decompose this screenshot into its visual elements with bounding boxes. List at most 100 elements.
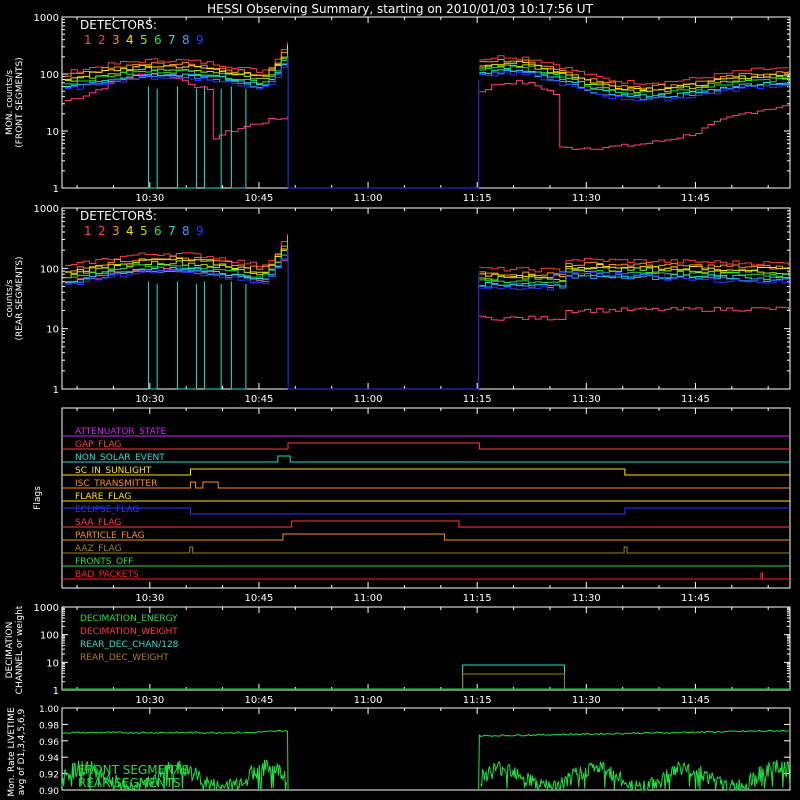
y-tick-label: 100 — [40, 70, 59, 81]
detector-number-3: 3 — [112, 33, 120, 47]
decimation-panel: 10:30 10:45 11:00 11:15 11:30 11:45 1 10 100 1000… — [5, 603, 791, 706]
bad-packets-line — [62, 572, 790, 580]
eclipse-flag-line — [62, 507, 790, 515]
detector-number-1: 1 — [84, 224, 92, 238]
x-tick-label: 11:30 — [572, 193, 601, 204]
detector-number-6: 6 — [154, 33, 162, 47]
aaz-flag-line — [62, 546, 790, 554]
flag-label-aaz-flag: AAZ_FLAG — [75, 544, 122, 554]
livetime-rear-series — [480, 759, 791, 792]
detector-7-dropout — [230, 86, 247, 189]
gap-flag-line — [62, 442, 790, 450]
detector-number-5: 5 — [140, 33, 148, 47]
detector-number-7: 7 — [168, 33, 176, 47]
detector-number-1: 1 — [84, 33, 92, 47]
x-tick-label: 10:30 — [135, 593, 164, 604]
detector-number-9: 9 — [196, 33, 204, 47]
x-tick-label: 10:30 — [135, 695, 164, 706]
flag-label-non-solar-event: NON_SOLAR_EVENT — [75, 453, 165, 463]
decimation-legend-3: REAR_DEC_CHAN/128 — [80, 640, 179, 650]
detector-number-5: 5 — [140, 224, 148, 238]
detector-9-series — [479, 271, 790, 291]
detector-8-series — [479, 69, 790, 100]
y-tick-label: 100 — [40, 264, 59, 275]
livetime-panel: 0.90 0.92 0.94 0.96 0.98 1.00 Mon. Rate LIVETI… — [7, 705, 791, 797]
y-tick-label: 10 — [46, 658, 59, 669]
detector-number-8: 8 — [182, 224, 190, 238]
y-axis-label: counts/s — [5, 279, 15, 317]
detector-number-9: 9 — [196, 224, 204, 238]
y-tick-label: 100 — [40, 631, 59, 642]
flag-label-isc-transmitter: ISC_TRANSMITTER — [75, 479, 157, 489]
detector-number-7: 7 — [168, 224, 176, 238]
detector-7-dropout — [147, 86, 158, 189]
detector-number-4: 4 — [126, 224, 134, 238]
panel-frame — [61, 407, 791, 589]
isc-transmitter-line — [62, 481, 790, 489]
detector-5-series — [479, 63, 790, 94]
y-axis-label: Mon. Rate LIVETIME — [7, 707, 17, 797]
detector-4-series — [479, 60, 790, 91]
flag-label-flare-flag: FLARE_FLAG — [75, 492, 131, 502]
rear-dec-chan-series — [462, 664, 565, 689]
y-tick-label: 0.94 — [39, 754, 59, 764]
decimation-legend-1: DECIMATION_ENERGY — [80, 614, 178, 624]
flag-label-saa-flag: SAA_FLAG — [75, 518, 121, 528]
y-axis-label: (REAR SEGMENTS) — [15, 256, 25, 340]
detector-7-dropout — [203, 281, 222, 390]
x-tick-label: 11:00 — [354, 193, 383, 204]
y-axis-label: Flags — [33, 486, 43, 510]
detector-9-series — [64, 249, 289, 286]
x-tick-label: 11:00 — [354, 394, 383, 405]
particle-flag-line — [62, 533, 790, 541]
x-tick-label: 11:30 — [572, 593, 601, 604]
detector-2-series — [479, 257, 790, 273]
x-tick-label: 11:45 — [681, 695, 710, 706]
y-tick-label: 0.92 — [39, 771, 59, 781]
sc-in-sunlight-line — [62, 468, 790, 476]
livetime-rear-series — [61, 759, 287, 792]
x-tick-label: 10:45 — [245, 593, 274, 604]
detector-number-4: 4 — [126, 33, 134, 47]
rear-dec-weight-window — [462, 673, 565, 689]
x-tick-label: 11:30 — [572, 695, 601, 706]
y-tick-label: 0.90 — [39, 787, 59, 797]
y-axis-label: (FRONT SEGMENTS) — [15, 57, 25, 147]
x-tick-label: 11:00 — [354, 695, 383, 706]
y-tick-label: 1000 — [34, 13, 59, 24]
x-tick-label: 11:15 — [463, 695, 492, 706]
y-tick-label: 1.00 — [39, 705, 59, 715]
flag-label-attenuator-state: ATTENUATOR_STATE — [75, 427, 167, 437]
flags-panel: 10:30 10:45 11:00 11:15 11:30 11:45 Flags ATTEN… — [33, 407, 791, 604]
y-tick-label: 1000 — [34, 204, 59, 215]
detector-6-series — [64, 53, 289, 85]
detector-number-8: 8 — [182, 33, 190, 47]
detector-3-series — [64, 45, 289, 77]
livetime-front-series — [61, 730, 289, 791]
detector-7-dropout — [177, 281, 197, 390]
decimation-legend-2: DECIMATION_WEIGHT — [80, 627, 178, 637]
detector-number-3: 3 — [112, 224, 120, 238]
x-tick-label: 11:45 — [681, 394, 710, 405]
y-tick-label: 0.98 — [39, 721, 59, 731]
front-segments-label: FRONT SEGMENTS — [78, 763, 189, 777]
y-tick-label: 1 — [53, 686, 59, 697]
detector-5-series — [479, 266, 790, 282]
x-tick-label: 11:30 — [572, 394, 601, 405]
chart-title: HESSI Observing Summary, starting on 201… — [207, 2, 593, 16]
x-tick-label: 11:15 — [463, 193, 492, 204]
detector-7-dropout — [147, 281, 158, 390]
y-tick-label: 10 — [46, 325, 59, 336]
y-tick-label: 1 — [53, 184, 59, 195]
detector-9-series — [479, 71, 790, 102]
detector-5-series — [64, 240, 289, 279]
detector-9-series — [64, 58, 289, 90]
x-tick-label: 11:45 — [681, 593, 710, 604]
rear-segments-label: REAR SEGMENTS — [78, 776, 181, 790]
x-tick-label: 11:00 — [354, 593, 383, 604]
front-counts-panel: 10:30 10:45 11:00 11:15 11:30 11:45 1 10 100 1000… — [5, 13, 791, 204]
y-axis-label: avg of D1,3,4,5,6,9 — [17, 708, 27, 795]
flag-label-bad-packets: BAD_PACKETS — [75, 570, 139, 580]
x-tick-label: 10:45 — [245, 193, 274, 204]
